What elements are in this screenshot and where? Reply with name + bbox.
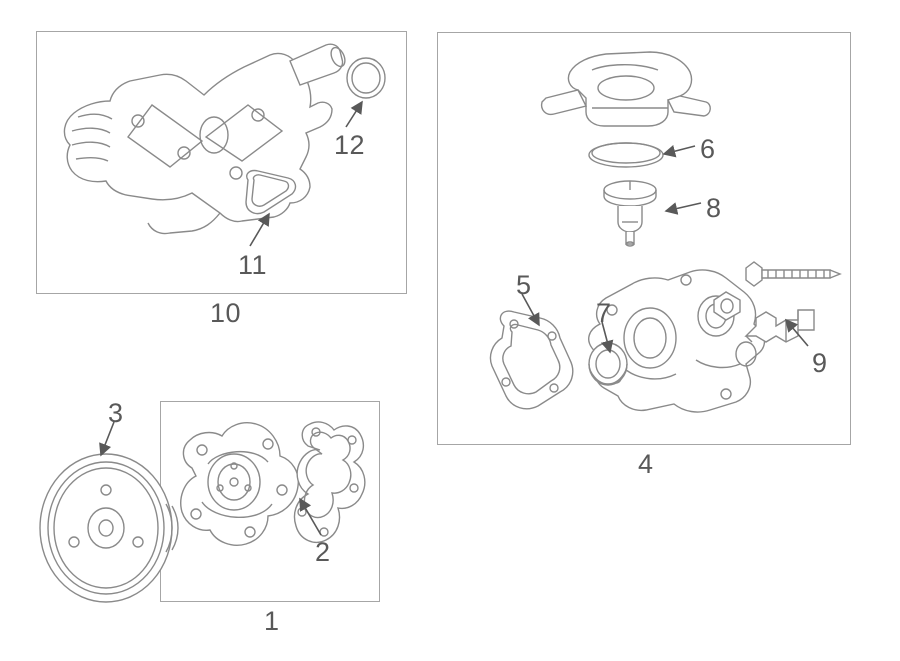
callout-arrows	[0, 0, 900, 661]
label-11: 11	[238, 250, 267, 281]
label-7: 7	[596, 298, 612, 329]
label-4: 4	[638, 449, 654, 480]
label-1: 1	[264, 606, 280, 637]
label-9: 9	[812, 348, 828, 379]
label-3: 3	[108, 398, 124, 429]
label-5: 5	[516, 270, 532, 301]
label-2: 2	[315, 537, 331, 568]
label-10: 10	[210, 298, 241, 329]
diagram-canvas: 1 4 10 2 3 5 6 7 8 9 11 12	[0, 0, 900, 661]
label-6: 6	[700, 134, 716, 165]
label-8: 8	[706, 193, 722, 224]
label-12: 12	[334, 130, 365, 161]
